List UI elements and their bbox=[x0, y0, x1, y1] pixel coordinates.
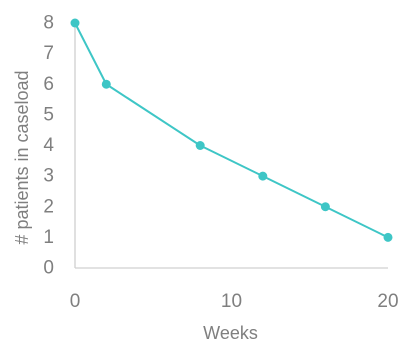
series-layer bbox=[70, 18, 393, 242]
axes bbox=[74, 19, 388, 269]
x-tick-label: 10 bbox=[221, 291, 242, 312]
x-tick-label: 20 bbox=[377, 291, 398, 312]
data-point bbox=[70, 18, 80, 28]
y-tick-label: 4 bbox=[43, 135, 54, 156]
y-tick-labels: 0 1 2 3 4 5 6 7 8 bbox=[43, 13, 54, 279]
data-point bbox=[320, 202, 330, 212]
data-point bbox=[258, 171, 268, 181]
y-tick-label: 7 bbox=[43, 43, 54, 64]
y-tick-label: 0 bbox=[43, 258, 54, 279]
y-tick-label: 3 bbox=[43, 166, 54, 187]
y-tick-label: 5 bbox=[43, 104, 54, 125]
y-tick-label: 8 bbox=[43, 13, 54, 34]
y-tick-label: 2 bbox=[43, 196, 54, 217]
y-axis-title: # patients in caseload bbox=[12, 70, 32, 244]
y-tick-label: 6 bbox=[43, 74, 54, 95]
y-tick-label: 1 bbox=[43, 227, 54, 248]
data-point bbox=[195, 141, 205, 150]
series-line bbox=[74, 22, 389, 239]
data-point bbox=[383, 232, 393, 242]
x-tick-label: 0 bbox=[70, 291, 81, 312]
x-axis-title: Weeks bbox=[203, 323, 258, 343]
x-tick-labels: 0 10 20 bbox=[70, 291, 398, 312]
data-point bbox=[101, 79, 111, 89]
